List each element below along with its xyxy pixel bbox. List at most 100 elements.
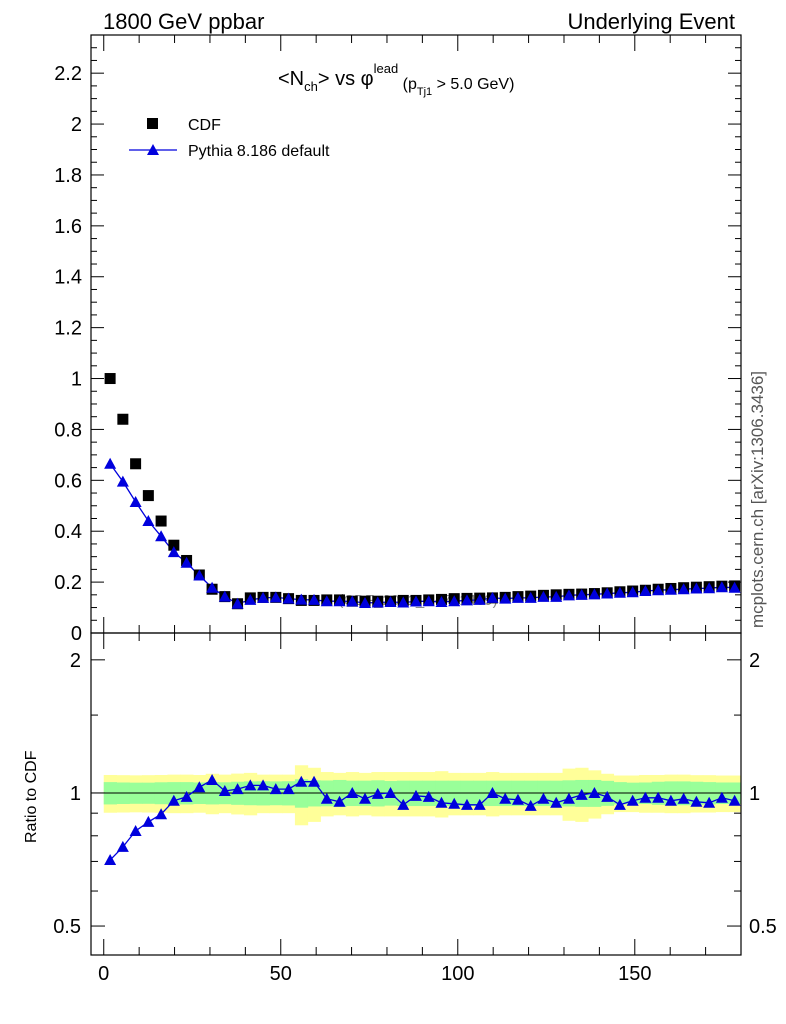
ratio-ylabel: Ratio to CDF	[23, 750, 40, 843]
mc-point	[626, 586, 639, 598]
ratio-point	[410, 789, 422, 801]
mc-point	[728, 581, 741, 593]
ratio-panel: 0.5 0.5 1 1 2 2 0 50 100 150 Ratio to CDF	[23, 632, 777, 985]
ratio-point	[320, 792, 333, 804]
mc-point	[601, 587, 614, 599]
mc-point	[167, 546, 180, 558]
cdf-point	[104, 373, 116, 385]
ratio-point	[257, 779, 270, 791]
mc-point	[460, 594, 473, 606]
ratio-point	[499, 792, 512, 804]
main-ytick-label: 0.8	[54, 419, 82, 441]
ratio-point	[537, 792, 550, 804]
mc-point	[575, 588, 588, 600]
ratio-point	[677, 792, 690, 804]
mc-point	[448, 595, 461, 607]
ratio-point	[371, 787, 384, 799]
ratio-point	[282, 783, 295, 795]
ratio-xtick-label: 100	[441, 963, 474, 985]
ratio-point	[613, 798, 626, 810]
mc-point	[244, 593, 257, 605]
mc-point	[690, 582, 703, 594]
mc-point	[104, 457, 117, 469]
mc-series-line	[109, 463, 735, 605]
ratio-ytick-label: 0.5	[53, 916, 81, 938]
ratio-point	[728, 794, 741, 806]
mc-point	[562, 589, 575, 601]
title-mid: > vs φ	[318, 68, 374, 90]
cdf-point	[130, 458, 142, 470]
main-ytick-label: 0.6	[54, 470, 82, 492]
mc-point	[142, 515, 155, 527]
mc-point	[677, 583, 690, 595]
ratio-point	[180, 790, 193, 802]
mc-point	[346, 595, 359, 607]
chart-title: <Nch> vs φlead (pTj1 > 5.0 GeV)	[278, 61, 514, 98]
mc-point	[715, 581, 728, 593]
main-ytick-label: 1	[71, 369, 82, 391]
ratio-point	[104, 854, 117, 866]
ratio-point	[384, 786, 397, 798]
main-panel: 00.20.40.60.811.21.41.61.822.2 (CDF_2001…	[54, 34, 742, 645]
ratio-point	[460, 798, 473, 810]
mc-point	[257, 591, 270, 603]
header-right: Underlying Event	[567, 9, 735, 34]
ratio-point	[244, 779, 257, 791]
legend-marker-cdf	[147, 118, 158, 129]
cdf-point	[142, 490, 154, 502]
mc-point	[269, 591, 282, 603]
ratio-point	[588, 786, 601, 798]
ratio-point	[333, 795, 346, 807]
mc-point	[231, 597, 244, 609]
mc-point	[435, 595, 448, 607]
mc-point	[384, 595, 397, 607]
title-sup-lead: lead	[374, 61, 399, 76]
ratio-ytick-label-right: 1	[749, 783, 760, 805]
ratio-point	[346, 786, 359, 798]
ratio-point	[155, 808, 168, 820]
ratio-xtick-label: 150	[618, 963, 651, 985]
ratio-point	[511, 793, 524, 805]
main-ytick-label: 1.6	[54, 216, 82, 238]
ratio-point	[575, 788, 588, 800]
cdf-point	[117, 413, 129, 425]
legend-label-mc: Pythia 8.186 default	[188, 143, 330, 160]
cdf-point	[155, 515, 167, 527]
title-paren-close: > 5.0 GeV)	[432, 76, 514, 93]
header-left: 1800 GeV ppbar	[103, 9, 264, 34]
main-ytick-label: 0	[71, 623, 82, 645]
ratio-point	[562, 792, 575, 804]
ratio-point	[703, 796, 716, 808]
mc-point	[180, 556, 193, 568]
ratio-point	[295, 775, 308, 787]
mc-point	[613, 586, 626, 598]
ratio-point	[626, 794, 639, 806]
mc-point	[193, 569, 206, 581]
ratio-xtick-label: 0	[98, 963, 109, 985]
ratio-point	[473, 798, 486, 810]
main-ytick-label: 0.2	[54, 572, 82, 594]
ratio-point	[359, 792, 372, 804]
mc-point	[652, 584, 665, 596]
ratio-point	[206, 773, 219, 785]
ratio-point	[524, 799, 537, 811]
main-ytick-label: 2.2	[54, 63, 82, 85]
mc-point	[499, 592, 512, 604]
ratio-point	[269, 783, 282, 795]
legend: CDF Pythia 8.186 default	[129, 117, 330, 160]
mc-point	[422, 595, 435, 607]
mc-point	[333, 595, 346, 607]
ratio-point	[601, 790, 614, 802]
side-label: mcplots.cern.ch [arXiv:1306.3436]	[748, 371, 767, 628]
ratio-frame	[90, 632, 742, 956]
mc-point	[550, 590, 563, 602]
mc-point	[703, 582, 716, 594]
legend-marker-mc	[147, 144, 159, 155]
ratio-point	[435, 796, 448, 808]
ratio-ytick-label-right: 2	[749, 650, 760, 672]
ratio-point	[448, 797, 461, 809]
mc-point	[359, 596, 372, 608]
main-ytick-label: 1.8	[54, 165, 82, 187]
main-ytick-label: 1.4	[54, 267, 82, 289]
